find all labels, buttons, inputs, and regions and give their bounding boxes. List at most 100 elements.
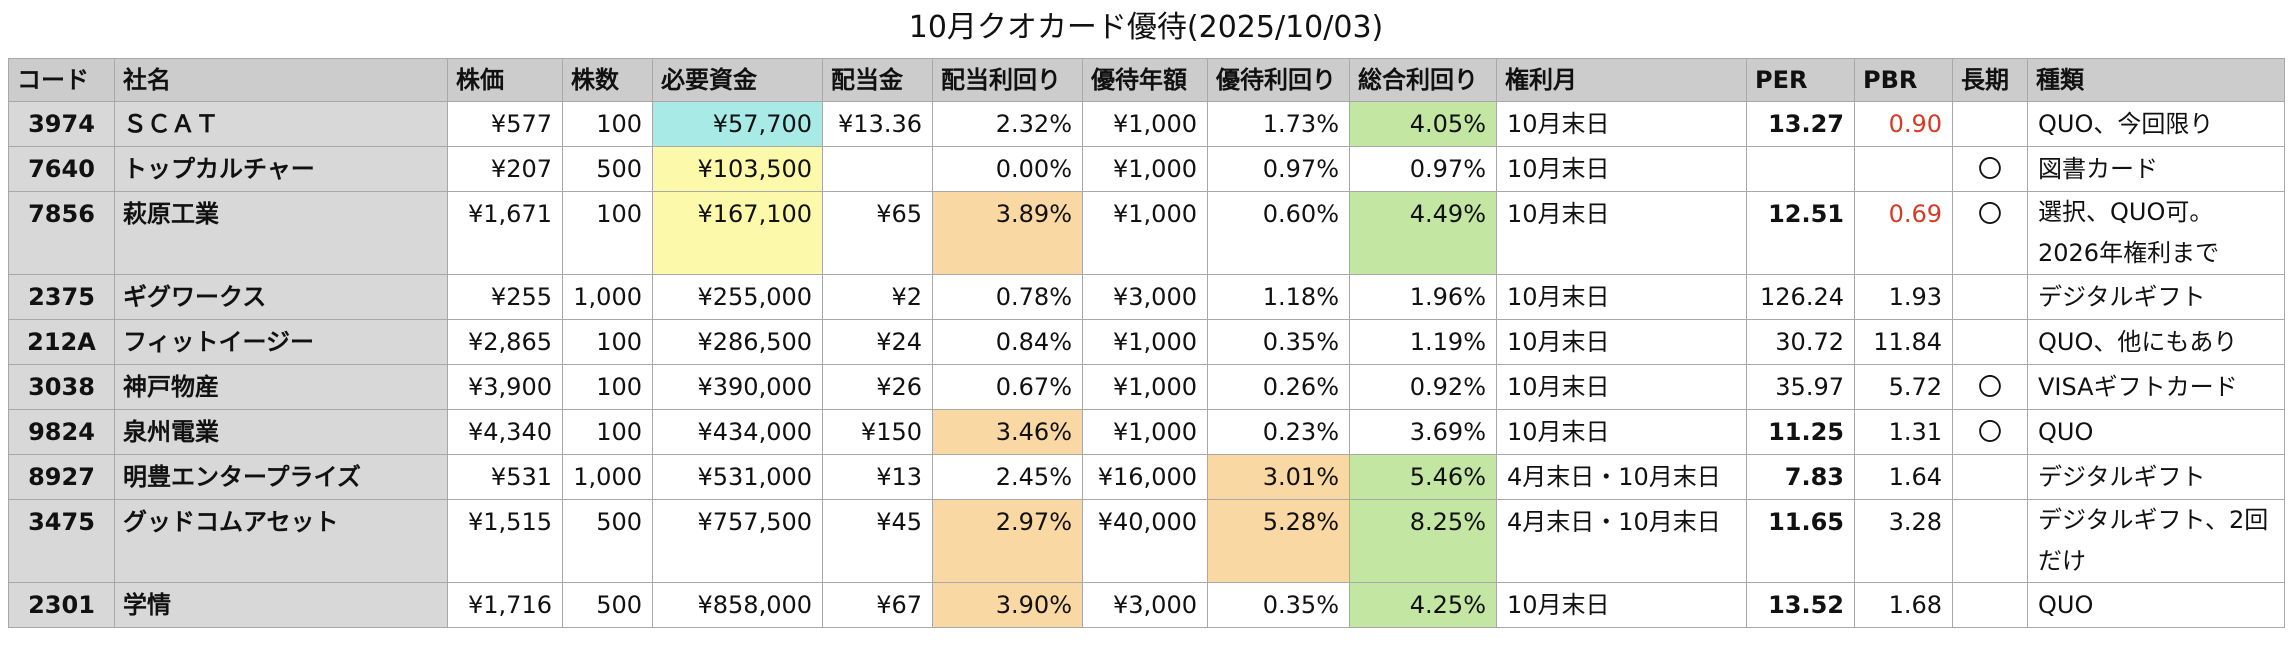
cell-type: QUO、他にもあり [2027, 319, 2285, 365]
header-dividend: 配当金 [822, 58, 933, 102]
cell-code: 9824 [8, 409, 115, 455]
cell-dividend: ¥67 [822, 582, 933, 628]
cell-long-term [1952, 454, 2028, 500]
cell-div-yield: 3.89% [932, 191, 1083, 275]
cell-pbr: 1.68 [1854, 582, 1953, 628]
cell-rights-month: 10月末日 [1496, 582, 1747, 628]
cell-rights-month: 4月末日・10月末日 [1496, 454, 1747, 500]
cell-type: QUO [2027, 582, 2285, 628]
cell-code: 7640 [8, 146, 115, 192]
cell-pbr: 1.64 [1854, 454, 1953, 500]
cell-price: ¥531 [447, 454, 563, 500]
cell-code: 2375 [8, 274, 115, 320]
cell-rights-month: 10月末日 [1496, 319, 1747, 365]
yutai-table: コード 社名 株価 株数 必要資金 配当金 配当利回り 優待年額 優待利回り 総… [8, 58, 2285, 628]
header-shares: 株数 [562, 58, 653, 102]
cell-capital: ¥390,000 [652, 364, 823, 410]
table-row: 8927 明豊エンタープライズ ¥531 1,000 ¥531,000 ¥13 … [8, 454, 2285, 500]
cell-name: 泉州電業 [114, 409, 448, 455]
cell-dividend: ¥2 [822, 274, 933, 320]
table-row: 9824 泉州電業 ¥4,340 100 ¥434,000 ¥150 3.46%… [8, 409, 2285, 455]
cell-shares: 100 [562, 319, 653, 365]
cell-total-yield: 0.92% [1349, 364, 1497, 410]
cell-dividend: ¥13 [822, 454, 933, 500]
cell-code: 7856 [8, 191, 115, 275]
cell-type: デジタルギフト、2回だけ [2027, 499, 2285, 583]
table-row: 2301 学情 ¥1,716 500 ¥858,000 ¥67 3.90% ¥3… [8, 582, 2285, 628]
cell-price: ¥2,865 [447, 319, 563, 365]
cell-shares: 500 [562, 146, 653, 192]
cell-perk-amount: ¥3,000 [1082, 274, 1208, 320]
cell-long-term [1952, 101, 2028, 147]
page-title: 10月クオカード優待(2025/10/03) [908, 10, 1384, 45]
cell-perk-amount: ¥1,000 [1082, 409, 1208, 455]
cell-price: ¥255 [447, 274, 563, 320]
cell-perk-yield: 0.26% [1207, 364, 1350, 410]
header-name: 社名 [114, 58, 448, 102]
cell-perk-amount: ¥1,000 [1082, 364, 1208, 410]
cell-long-term [1952, 582, 2028, 628]
cell-perk-yield: 0.97% [1207, 146, 1350, 192]
header-long-term: 長期 [1952, 58, 2028, 102]
header-row: コード 社名 株価 株数 必要資金 配当金 配当利回り 優待年額 優待利回り 総… [8, 58, 2285, 102]
cell-pbr: 1.31 [1854, 409, 1953, 455]
cell-rights-month: 10月末日 [1496, 101, 1747, 147]
cell-perk-yield: 1.18% [1207, 274, 1350, 320]
cell-per: 13.27 [1746, 101, 1855, 147]
cell-code: 3475 [8, 499, 115, 583]
cell-total-yield: 4.25% [1349, 582, 1497, 628]
cell-perk-yield: 0.23% [1207, 409, 1350, 455]
header-code: コード [8, 58, 115, 102]
cell-type: デジタルギフト [2027, 274, 2285, 320]
cell-shares: 500 [562, 582, 653, 628]
cell-type: QUO、今回限り [2027, 101, 2285, 147]
cell-price: ¥3,900 [447, 364, 563, 410]
table-row: 7856 萩原工業 ¥1,671 100 ¥167,100 ¥65 3.89% … [8, 191, 2285, 275]
cell-total-yield: 0.97% [1349, 146, 1497, 192]
cell-shares: 1,000 [562, 274, 653, 320]
cell-per: 11.25 [1746, 409, 1855, 455]
header-perk-yield: 優待利回り [1207, 58, 1350, 102]
cell-long-term: 〇 [1952, 191, 2028, 275]
cell-total-yield: 4.05% [1349, 101, 1497, 147]
cell-rights-month: 10月末日 [1496, 146, 1747, 192]
cell-rights-month: 10月末日 [1496, 409, 1747, 455]
cell-div-yield: 0.78% [932, 274, 1083, 320]
header-total-yield: 総合利回り [1349, 58, 1497, 102]
cell-code: 2301 [8, 582, 115, 628]
cell-name: 萩原工業 [114, 191, 448, 275]
cell-capital: ¥531,000 [652, 454, 823, 500]
cell-capital: ¥167,100 [652, 191, 823, 275]
cell-code: 3038 [8, 364, 115, 410]
cell-div-yield: 0.84% [932, 319, 1083, 365]
table-row: 2375 ギグワークス ¥255 1,000 ¥255,000 ¥2 0.78%… [8, 274, 2285, 320]
cell-pbr: 1.93 [1854, 274, 1953, 320]
cell-per: 12.51 [1746, 191, 1855, 275]
cell-name: フィットイージー [114, 319, 448, 365]
cell-long-term: 〇 [1952, 364, 2028, 410]
cell-name: グッドコムアセット [114, 499, 448, 583]
table-row: 7640 トップカルチャー ¥207 500 ¥103,500 0.00% ¥1… [8, 146, 2285, 192]
cell-pbr: 0.69 [1854, 191, 1953, 275]
cell-dividend: ¥24 [822, 319, 933, 365]
cell-shares: 1,000 [562, 454, 653, 500]
cell-div-yield: 0.00% [932, 146, 1083, 192]
cell-type: デジタルギフト [2027, 454, 2285, 500]
cell-price: ¥1,515 [447, 499, 563, 583]
table-row: 3038 神戸物産 ¥3,900 100 ¥390,000 ¥26 0.67% … [8, 364, 2285, 410]
cell-price: ¥4,340 [447, 409, 563, 455]
cell-name: 学情 [114, 582, 448, 628]
cell-name: トップカルチャー [114, 146, 448, 192]
cell-shares: 100 [562, 191, 653, 275]
cell-per: 11.65 [1746, 499, 1855, 583]
cell-pbr: 3.28 [1854, 499, 1953, 583]
cell-pbr: 11.84 [1854, 319, 1953, 365]
cell-dividend: ¥26 [822, 364, 933, 410]
cell-capital: ¥434,000 [652, 409, 823, 455]
cell-type: 選択、QUO可。2026年権利まで [2027, 191, 2285, 275]
cell-per: 35.97 [1746, 364, 1855, 410]
cell-long-term [1952, 319, 2028, 365]
cell-capital: ¥757,500 [652, 499, 823, 583]
cell-code: 212A [8, 319, 115, 365]
cell-pbr [1854, 146, 1953, 192]
